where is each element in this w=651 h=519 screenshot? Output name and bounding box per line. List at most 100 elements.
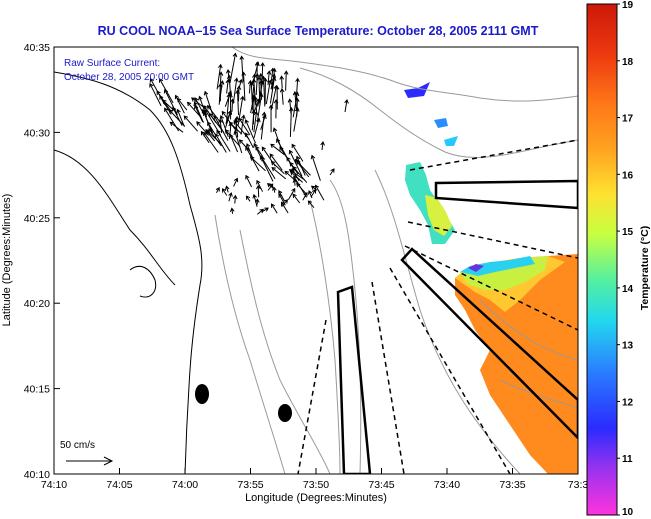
colorbar-tick-label: 17 <box>622 114 634 125</box>
current-vector <box>251 61 260 85</box>
current-vector <box>240 114 246 135</box>
plot-background <box>54 47 578 474</box>
y-tick-label: 40:15 <box>24 384 50 396</box>
current-label-line2: October 28, 2005 20:00 GMT <box>64 72 194 83</box>
sst-cold-core <box>468 264 484 272</box>
current-vector <box>267 183 274 191</box>
x-tick-label: 73:40 <box>434 479 460 491</box>
bathymetry-contour-8 <box>479 299 578 361</box>
current-vector <box>159 78 174 104</box>
current-vector <box>286 156 299 175</box>
buoy-marker-2 <box>278 404 292 422</box>
current-vector <box>259 155 274 182</box>
shore-contour-2 <box>129 265 157 298</box>
dashed-ray-5 <box>407 221 578 259</box>
dashed-ray-3 <box>389 267 511 474</box>
current-vector <box>270 160 285 175</box>
current-vector <box>219 114 229 137</box>
sst-warm-region <box>455 254 578 474</box>
current-vector <box>260 111 267 140</box>
y-axis: 40:35 40:30 40:25 40:20 40:15 40:10 <box>24 42 60 481</box>
current-vector <box>239 55 245 82</box>
x-axis: 74:10 74:05 74:00 73:55 73:50 73:45 73:40 73:35… <box>41 468 589 491</box>
current-vector <box>292 193 301 204</box>
current-vector <box>283 70 289 91</box>
bathymetry-contour-2 <box>299 67 578 158</box>
x-tick-label: 73:35 <box>499 479 525 491</box>
colorbar-tick-label: 18 <box>622 57 634 68</box>
figure-title: RU COOL NOAA–15 Sea Surface Temperature:… <box>98 24 539 38</box>
current-vector <box>302 191 308 201</box>
current-vector <box>261 75 267 107</box>
bathymetry-contour-3 <box>329 179 362 474</box>
bathymetry-contour-7 <box>214 214 286 474</box>
current-vector <box>203 90 214 117</box>
bathymetry-contour-5 <box>374 169 521 474</box>
current-vector <box>320 141 325 151</box>
current-vector <box>307 200 315 209</box>
current-vector <box>235 89 241 116</box>
current-vector <box>270 73 277 90</box>
y-tick-label: 40:20 <box>24 298 50 310</box>
colorbar-tick-label: 11 <box>622 454 633 465</box>
current-vector <box>232 194 238 204</box>
current-vector <box>216 129 231 152</box>
bathymetry-contours <box>214 47 578 474</box>
colorbar-tick-label: 16 <box>622 170 634 181</box>
map-plot-area: Raw Surface Current: October 28, 2005 20… <box>53 46 579 475</box>
current-vector <box>245 146 260 172</box>
scale-vector: 50 cm/s <box>60 440 114 466</box>
current-vector <box>295 160 311 176</box>
current-vector <box>245 174 253 188</box>
sector-outline-2 <box>434 179 578 210</box>
x-tick-label: 73:3 <box>568 479 589 491</box>
colorbar-gradient <box>586 3 618 516</box>
x-tick-label: 74:00 <box>172 479 198 491</box>
current-vector <box>229 207 235 214</box>
current-vector <box>258 79 264 97</box>
bathymetry-contour-9 <box>499 379 578 409</box>
current-vector <box>266 70 272 86</box>
current-vector <box>200 130 210 144</box>
nj-coastline <box>184 204 203 474</box>
x-axis-label: Longitude (Degrees:Minutes) <box>245 492 387 504</box>
current-vector <box>191 97 207 110</box>
current-vector <box>236 85 242 102</box>
scale-label: 50 cm/s <box>60 440 95 451</box>
current-vector <box>310 154 321 181</box>
current-vector <box>344 99 349 113</box>
current-vector <box>270 143 285 156</box>
current-vector <box>279 87 285 105</box>
current-vector <box>183 115 198 132</box>
x-tick-label: 73:45 <box>368 479 394 491</box>
current-vector <box>218 71 224 103</box>
dashed-ray-1 <box>297 319 327 474</box>
current-vector <box>279 75 285 89</box>
current-vector <box>292 91 300 118</box>
y-tick-label: 40:30 <box>24 127 50 139</box>
sst-pixels <box>404 82 578 474</box>
current-vector <box>215 186 220 193</box>
current-vector <box>224 90 233 107</box>
current-vector <box>207 121 217 137</box>
x-tick-label: 73:50 <box>303 479 329 491</box>
coastline <box>54 71 203 474</box>
current-vector <box>308 190 313 199</box>
current-vector <box>238 139 251 152</box>
current-vector <box>169 121 184 133</box>
current-vector <box>252 193 258 207</box>
current-vector <box>294 97 300 117</box>
current-vector <box>310 185 318 191</box>
scale-arrow-head <box>103 456 114 466</box>
current-vector <box>272 127 283 152</box>
sst-offshore-warm <box>425 195 452 236</box>
dashed-ray-6 <box>409 139 578 171</box>
current-vector <box>280 201 289 214</box>
current-vector <box>287 187 296 201</box>
current-vector <box>245 195 251 202</box>
current-vector <box>238 117 251 136</box>
current-vector <box>224 185 230 193</box>
colorbar-tick-label: 19 <box>622 0 634 11</box>
current-vector <box>208 112 225 134</box>
